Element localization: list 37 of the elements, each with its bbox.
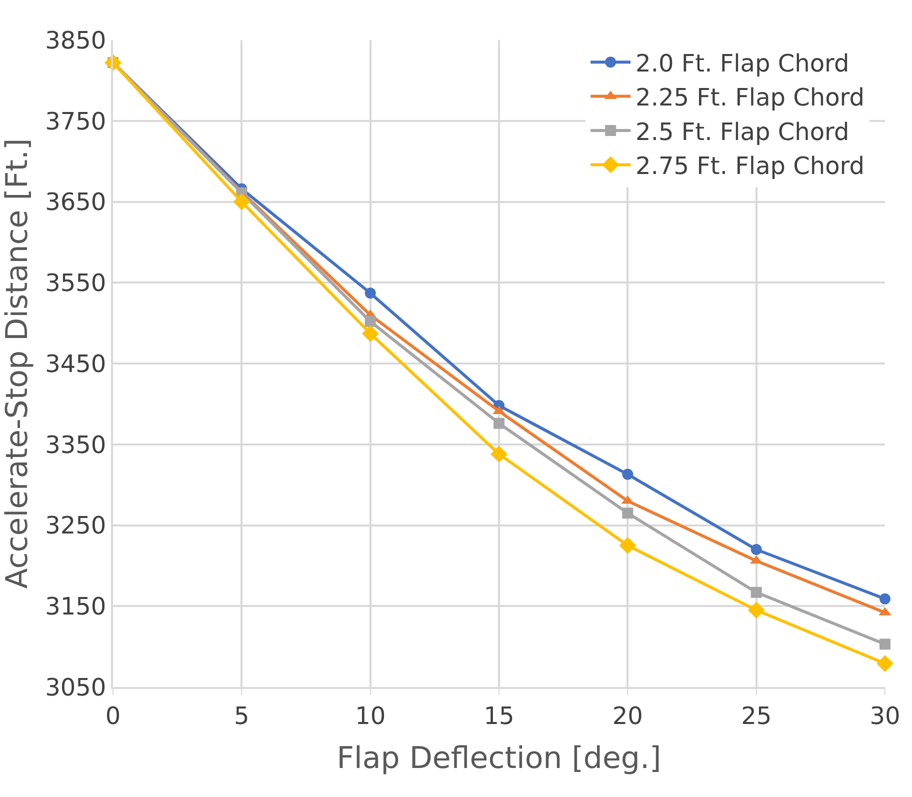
point <box>880 638 890 650</box>
y-tick-label: 3850 <box>45 26 106 54</box>
x-axis-title: Flap Deflection [deg.] <box>336 740 662 776</box>
y-axis-title: Accelerate-Stop Distance [Ft.] <box>0 138 35 589</box>
point <box>619 537 636 554</box>
x-tick-label: 5 <box>234 702 250 730</box>
legend-label: 2.75 Ft. Flap Chord <box>636 152 864 180</box>
legend-label: 2.25 Ft. Flap Chord <box>636 84 864 112</box>
y-tick-label: 3750 <box>45 107 106 136</box>
point <box>622 468 634 480</box>
x-tick-label: 15 <box>484 702 514 730</box>
y-tick-label: 3450 <box>45 350 106 378</box>
y-tick-label: 3150 <box>45 592 106 621</box>
point <box>233 193 250 210</box>
point <box>364 288 376 299</box>
x-tick-label: 20 <box>612 702 643 730</box>
legend-label: 2.0 Ft. Flap Chord <box>636 49 850 78</box>
point <box>364 316 376 327</box>
point <box>880 593 890 604</box>
x-tick-label: 0 <box>105 702 121 730</box>
point <box>622 508 634 519</box>
y-tick-label: 3350 <box>45 430 106 459</box>
point <box>490 446 508 463</box>
y-tick-label: 3650 <box>45 188 106 216</box>
point <box>750 544 762 556</box>
x-tick-label: 10 <box>355 702 386 730</box>
point <box>750 586 762 598</box>
point <box>748 602 765 619</box>
x-tick-label: 30 <box>870 702 900 730</box>
y-tick-label: 3550 <box>45 269 106 298</box>
legend-label: 2.5 Ft. Flap Chord <box>636 118 850 146</box>
x-tick-label: 25 <box>741 702 772 730</box>
point <box>494 418 504 429</box>
point <box>362 325 379 342</box>
y-tick-label: 3250 <box>45 512 106 540</box>
point <box>876 655 894 672</box>
y-tick-label: 3050 <box>45 673 106 702</box>
